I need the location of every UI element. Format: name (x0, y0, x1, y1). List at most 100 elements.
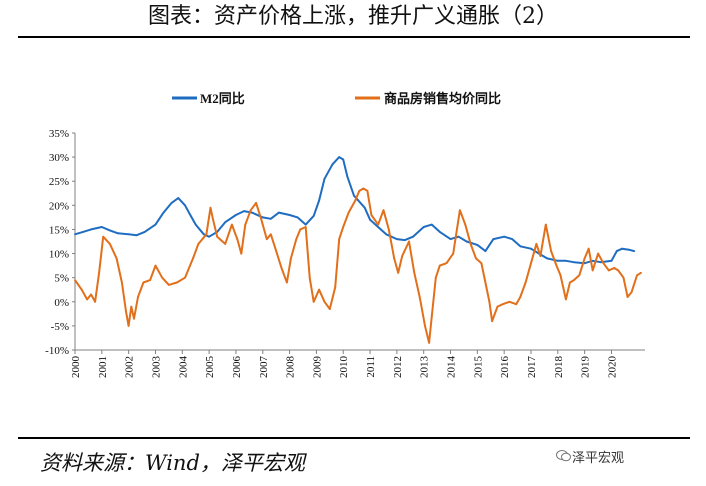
data-point (338, 156, 341, 159)
data-point (362, 187, 365, 190)
data-point (544, 223, 547, 226)
data-point (621, 247, 624, 250)
data-point (202, 233, 205, 236)
x-tick-label: 2003 (150, 356, 162, 379)
data-point (243, 210, 245, 213)
data-point (434, 276, 437, 279)
data-point (607, 269, 610, 272)
data-point (109, 243, 111, 245)
data-point (413, 271, 416, 274)
data-point (583, 257, 586, 260)
x-tick-label: 2020 (606, 356, 618, 379)
data-point (288, 214, 291, 216)
data-point (587, 247, 590, 250)
data-point (149, 279, 152, 281)
data-point (240, 252, 243, 255)
data-point (342, 226, 345, 228)
data-point (154, 223, 157, 226)
data-point (74, 233, 76, 236)
data-point (109, 229, 111, 232)
data-point (216, 235, 219, 238)
data-point (408, 240, 410, 243)
data-point (550, 250, 552, 253)
x-tick-label: 2000 (70, 356, 82, 379)
data-point (424, 325, 426, 327)
data-point (445, 262, 448, 265)
data-point (565, 259, 567, 262)
x-tick-label: 2007 (258, 356, 270, 379)
data-point (610, 259, 613, 262)
data-point (127, 233, 130, 236)
data-point (591, 259, 594, 262)
data-point (622, 276, 625, 279)
data-point (617, 269, 620, 272)
data-point (90, 293, 92, 296)
data-point (235, 214, 237, 216)
watermark: 泽平宏观 (572, 451, 625, 466)
data-point (255, 202, 257, 204)
data-point (382, 209, 385, 212)
data-point (90, 228, 92, 231)
data-point (177, 197, 180, 200)
y-tick-label: 5% (54, 273, 69, 285)
data-point (449, 238, 452, 241)
data-point (168, 284, 170, 286)
data-point (197, 243, 200, 245)
data-point (304, 226, 307, 228)
data-point (338, 238, 341, 241)
data-point (318, 288, 320, 291)
data-point (304, 223, 307, 226)
data-point (496, 305, 499, 308)
data-point (602, 262, 605, 265)
x-tick-label: 2005 (204, 356, 216, 379)
data-point (565, 298, 567, 301)
data-point (515, 303, 518, 306)
data-point (530, 247, 532, 250)
y-tick-label: 15% (49, 224, 69, 236)
data-point (539, 255, 542, 257)
data-point (74, 279, 76, 281)
data-point (599, 261, 602, 264)
data-point (170, 202, 173, 204)
data-point (269, 217, 272, 220)
x-tick-label: 2019 (580, 356, 592, 379)
data-point (422, 226, 425, 228)
data-point (312, 215, 315, 217)
data-point (286, 281, 288, 284)
series-lines (74, 156, 642, 344)
x-tick-label: 2012 (392, 356, 404, 378)
data-point (161, 276, 164, 279)
data-point (430, 315, 433, 318)
data-point (418, 296, 421, 298)
data-point (143, 231, 146, 233)
data-point (366, 190, 369, 192)
data-point (615, 250, 618, 253)
y-tick-label: 35% (49, 128, 69, 140)
data-point (323, 300, 326, 303)
data-point (278, 211, 280, 214)
data-point (224, 243, 227, 245)
data-point (573, 279, 575, 281)
data-point (115, 257, 118, 260)
data-point (491, 320, 493, 322)
data-point (192, 257, 194, 260)
data-point (347, 211, 350, 214)
y-tick-label: 0% (54, 297, 69, 309)
data-point (194, 223, 197, 226)
data-point (519, 245, 522, 248)
data-point (377, 226, 379, 228)
data-point (265, 238, 268, 241)
data-point (342, 158, 345, 161)
data-point (630, 291, 633, 293)
data-point (269, 233, 272, 236)
data-point (508, 300, 511, 303)
data-point (465, 240, 468, 243)
data-point (370, 214, 373, 216)
data-point (236, 238, 239, 241)
data-point (535, 243, 538, 245)
y-tick-label: 30% (49, 152, 69, 164)
data-point (121, 281, 123, 284)
data-point (127, 325, 130, 327)
data-point (628, 248, 630, 251)
data-point (224, 221, 227, 224)
